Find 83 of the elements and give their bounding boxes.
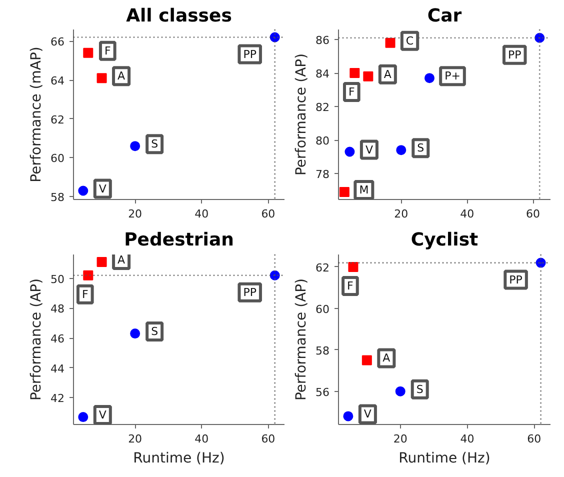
annotation: V: [98, 182, 107, 196]
point: [395, 386, 406, 396]
point: [96, 256, 107, 267]
point: [350, 68, 360, 78]
x-tick-label: 20: [394, 208, 408, 220]
point: [348, 262, 358, 272]
annotation: PP: [243, 48, 257, 61]
y-tick-label: 78: [316, 168, 330, 182]
y-tick-label: 56: [316, 386, 330, 399]
point: [83, 48, 94, 58]
chart-title: Car: [427, 6, 462, 26]
annotation: P+: [444, 70, 460, 83]
annotation: C: [406, 34, 414, 48]
x-tick-label: 40: [460, 432, 474, 446]
x-tick-label: 60: [261, 208, 276, 220]
x-tick-label: 60: [526, 208, 540, 220]
annotation: A: [384, 68, 392, 81]
y-tick-label: 58: [50, 191, 65, 204]
point: [363, 71, 374, 82]
x-tick-label: 40: [194, 208, 209, 220]
point: [83, 270, 94, 280]
y-tick-label: 42: [50, 392, 65, 406]
annotation: S: [417, 142, 424, 155]
annotation: M: [359, 183, 369, 196]
annotation: V: [364, 408, 372, 421]
annotation: F: [82, 288, 88, 301]
point: [424, 73, 434, 84]
chart-title: Cyclist: [410, 230, 479, 250]
x-tick-label: 40: [460, 208, 474, 220]
y-tick-label: 50: [50, 272, 65, 286]
x-axis-title: Runtime (Hz): [398, 450, 490, 466]
point: [78, 412, 88, 422]
annotation: S: [151, 325, 158, 338]
y-tick-label: 80: [316, 134, 330, 148]
y-axis-title: Performance (mAP): [28, 46, 45, 182]
annotation: S: [151, 138, 158, 151]
annotation: V: [365, 143, 374, 156]
point: [96, 73, 107, 84]
annotation: A: [118, 70, 126, 83]
point: [343, 411, 354, 422]
x-tick-label: 60: [261, 432, 276, 446]
point: [344, 146, 355, 157]
point: [385, 38, 396, 48]
y-tick-label: 66: [50, 36, 65, 49]
x-tick-label: 20: [128, 208, 142, 220]
annotation: PP: [243, 286, 257, 299]
x-tick-label: 40: [194, 432, 209, 446]
y-tick-label: 58: [316, 344, 330, 358]
y-tick-label: 48: [50, 302, 65, 316]
y-tick-label: 62: [50, 113, 65, 126]
annotation: F: [348, 86, 355, 99]
y-tick-label: 46: [50, 332, 65, 346]
point: [362, 355, 372, 366]
annotation: PP: [509, 273, 523, 286]
annotation: V: [98, 408, 107, 422]
y-tick-label: 82: [316, 101, 330, 114]
x-tick-label: 60: [527, 432, 542, 446]
annotation: F: [347, 279, 354, 292]
y-axis-title: Performance (AP): [294, 53, 310, 176]
y-tick-label: 64: [50, 74, 65, 88]
annotation: PP: [508, 48, 522, 62]
point: [339, 186, 350, 197]
x-tick-label: 20: [393, 432, 408, 446]
annotation: A: [382, 352, 391, 365]
annotation: S: [416, 382, 424, 396]
point: [130, 141, 140, 152]
y-tick-label: 84: [316, 68, 330, 81]
y-tick-label: 60: [50, 152, 65, 166]
y-axis-title: Performance (AP): [28, 278, 45, 401]
y-tick-label: 62: [316, 261, 330, 274]
annotation: A: [118, 253, 126, 266]
point: [130, 328, 140, 339]
chart-title: All classes: [126, 6, 232, 26]
x-axis-title: Runtime (Hz): [133, 450, 225, 466]
x-tick-label: 20: [128, 432, 142, 446]
y-tick-label: 44: [50, 362, 65, 376]
y-tick-label: 60: [316, 302, 330, 316]
annotation: F: [104, 44, 111, 58]
point: [78, 186, 88, 196]
y-tick-label: 86: [316, 34, 330, 48]
point: [396, 145, 406, 156]
y-axis-title: Performance (AP): [294, 278, 310, 401]
chart-title: Pedestrian: [124, 230, 234, 250]
